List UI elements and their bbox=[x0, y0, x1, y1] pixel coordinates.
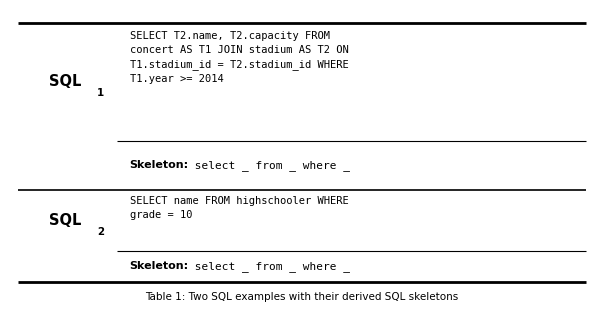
Text: SELECT name FROM highschooler WHERE
grade = 10: SELECT name FROM highschooler WHERE grad… bbox=[129, 196, 349, 220]
Text: SELECT T2.name, T2.capacity FROM
concert AS T1 JOIN stadium AS T2 ON
T1.stadium_: SELECT T2.name, T2.capacity FROM concert… bbox=[129, 31, 349, 84]
Text: SQL: SQL bbox=[48, 74, 81, 89]
Text: SQL: SQL bbox=[48, 213, 81, 228]
Text: Table 1: Two SQL examples with their derived SQL skeletons: Table 1: Two SQL examples with their der… bbox=[146, 292, 458, 302]
Text: Skeleton:: Skeleton: bbox=[129, 160, 188, 170]
Text: Skeleton:: Skeleton: bbox=[129, 261, 188, 272]
Text: 1: 1 bbox=[97, 88, 104, 98]
Text: 2: 2 bbox=[97, 227, 104, 237]
Text: select _ from _ where _: select _ from _ where _ bbox=[187, 261, 350, 272]
Text: select _ from _ where _: select _ from _ where _ bbox=[187, 160, 350, 171]
